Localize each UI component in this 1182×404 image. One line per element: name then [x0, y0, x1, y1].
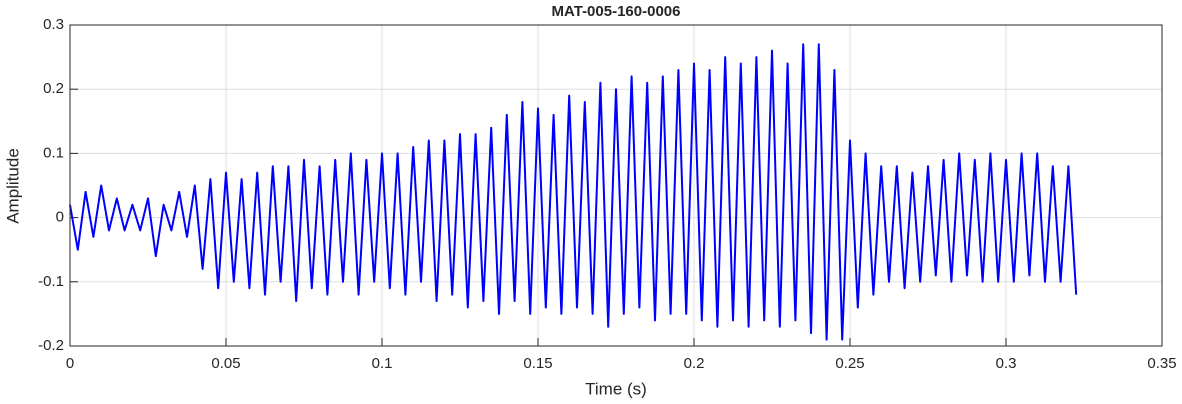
- x-tick-label: 0.25: [835, 355, 864, 372]
- x-tick-label: 0.15: [523, 355, 552, 372]
- chart-title: MAT-005-160-0006: [552, 3, 681, 20]
- x-tick-label: 0.1: [372, 355, 393, 372]
- x-tick-label: 0.35: [1147, 355, 1176, 372]
- x-tick-label: 0.2: [684, 355, 705, 372]
- y-tick-label: 0.3: [43, 16, 64, 33]
- y-tick-label: 0: [56, 209, 64, 226]
- x-tick-label: 0: [66, 355, 74, 372]
- y-tick-label: -0.2: [38, 337, 64, 354]
- y-tick-label: 0.1: [43, 144, 64, 161]
- y-axis-label: Amplitude: [3, 148, 22, 224]
- y-tick-label: 0.2: [43, 80, 64, 97]
- data-line: [69, 43, 1078, 341]
- axes-box: [69, 24, 1163, 347]
- x-axis-label: Time (s): [585, 379, 647, 398]
- x-tick-label: 0.05: [211, 355, 240, 372]
- x-tick-label: 0.3: [996, 355, 1017, 372]
- y-tick-label: -0.1: [38, 273, 64, 290]
- plot-area: [70, 25, 1162, 346]
